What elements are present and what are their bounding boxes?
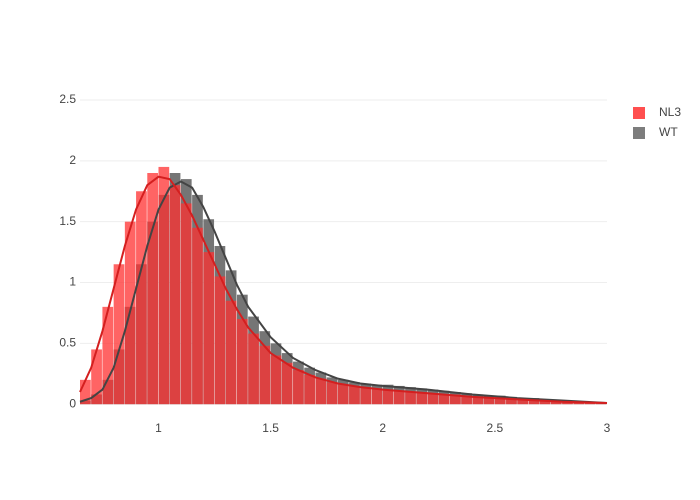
x-tick-label: 2 <box>379 421 386 435</box>
bar <box>315 378 327 405</box>
y-tick-label: 0 <box>69 396 76 410</box>
bar <box>506 398 517 405</box>
y-tick-label: 2 <box>69 153 76 167</box>
y-tick-label: 1.5 <box>59 214 76 228</box>
bars <box>80 166 607 405</box>
bar <box>416 392 428 405</box>
bar <box>214 276 226 405</box>
bar <box>360 388 372 405</box>
legend: NL3 WT <box>633 105 681 139</box>
bar <box>472 396 484 405</box>
legend-swatch <box>633 107 645 119</box>
density-curve <box>79 175 608 404</box>
bar <box>450 394 461 405</box>
bar <box>293 370 304 405</box>
bar <box>483 396 495 405</box>
bar <box>147 173 158 405</box>
bar <box>382 389 394 405</box>
bar <box>461 395 472 405</box>
legend-label: NL3 <box>659 105 681 119</box>
bar <box>349 385 360 405</box>
bar <box>203 252 215 405</box>
bar <box>270 355 282 405</box>
x-tick-label: 1 <box>155 421 162 435</box>
bar <box>192 227 203 405</box>
bar <box>225 300 237 405</box>
legend-item[interactable]: NL3 <box>633 105 681 119</box>
bar <box>528 399 540 405</box>
bar <box>517 399 529 405</box>
bar <box>236 319 248 405</box>
x-tick-label: 3 <box>604 421 611 435</box>
bar <box>281 362 293 405</box>
bar <box>91 349 102 405</box>
axes: 0 0.5 1 1.5 2 2.5 1 1.5 2 2.5 3 <box>59 92 610 435</box>
density-curve <box>79 180 608 404</box>
bar <box>248 333 259 405</box>
bar <box>562 401 573 405</box>
bar <box>405 392 416 405</box>
bar <box>304 374 315 405</box>
bar <box>158 166 170 405</box>
bar <box>180 203 192 405</box>
x-tick-label: 2.5 <box>487 421 504 435</box>
bar <box>539 400 551 405</box>
bar <box>337 384 349 405</box>
bar <box>438 394 450 405</box>
bar <box>113 264 125 405</box>
bar <box>259 345 271 405</box>
y-tick-label: 0.5 <box>59 336 76 350</box>
bar <box>427 393 439 405</box>
legend-item[interactable]: WT <box>633 125 678 139</box>
x-tick-label: 1.5 <box>262 421 279 435</box>
y-tick-label: 1 <box>69 275 76 289</box>
legend-swatch <box>633 127 645 139</box>
curves <box>79 175 608 404</box>
y-tick-label: 2.5 <box>59 92 76 106</box>
bar <box>326 382 338 405</box>
bar <box>494 398 506 405</box>
bar <box>371 389 383 405</box>
legend-label: WT <box>659 125 678 139</box>
bar <box>102 306 114 405</box>
bar <box>169 185 181 405</box>
bar <box>136 191 147 405</box>
bar <box>393 390 405 405</box>
bar <box>80 379 91 405</box>
